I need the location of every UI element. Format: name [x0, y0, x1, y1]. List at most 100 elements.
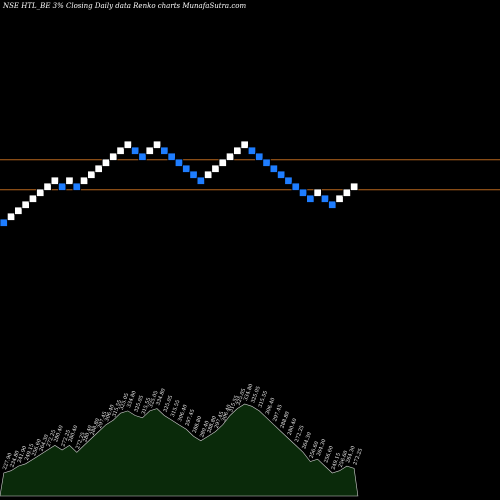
price-label: 297.45 — [97, 411, 109, 429]
renko-brick-up — [36, 188, 45, 197]
renko-brick-down — [284, 176, 293, 185]
renko-brick-up — [14, 206, 23, 215]
price-label: 325.05 — [250, 385, 262, 403]
price-label: 280.40 — [82, 425, 94, 443]
volume-area-path — [0, 403, 359, 497]
price-label: 288.80 — [90, 418, 102, 436]
renko-brick-up — [28, 194, 38, 203]
renko-brick-up — [123, 140, 132, 149]
price-label: 264.30 — [316, 438, 328, 456]
renko-brick-down — [262, 158, 271, 167]
renko-brick-up — [335, 194, 344, 203]
renko-brick-up — [152, 140, 162, 149]
renko-brick-up — [21, 200, 30, 209]
price-label: 288.80 — [279, 411, 291, 429]
price-label: 249.15 — [24, 443, 36, 461]
price-label: 272.25 — [46, 429, 58, 447]
price-label: 272.25 — [60, 429, 72, 447]
price-label: 280.40 — [199, 420, 211, 438]
price-label: 264.30 — [38, 434, 50, 452]
price-label: 264.30 — [345, 445, 357, 463]
renko-brick-up — [50, 176, 59, 185]
renko-brick-down — [291, 182, 300, 191]
price-label: 280.40 — [53, 425, 65, 443]
volume-area — [0, 403, 359, 497]
price-label: 325.05 — [236, 388, 248, 406]
reference-lines — [0, 159, 500, 191]
renko-brick-up — [225, 152, 235, 161]
price-label: 306.40 — [221, 404, 233, 422]
renko-brick-up — [240, 140, 249, 149]
price-label: 297.45 — [184, 408, 196, 426]
price-label: 315.55 — [170, 399, 182, 417]
renko-bricks — [0, 140, 359, 227]
renko-brick-up — [218, 158, 227, 167]
price-label: 325.05 — [119, 392, 131, 410]
renko-brick-down — [269, 164, 279, 173]
price-label: 306.40 — [177, 404, 189, 422]
price-label: 256.60 — [338, 450, 350, 468]
renko-brick-up — [87, 170, 96, 179]
renko-brick-down — [306, 194, 315, 203]
price-label: 272.25 — [352, 448, 364, 466]
renko-brick-down — [328, 200, 337, 209]
price-label: 227.90 — [2, 452, 14, 470]
renko-brick-up — [116, 146, 125, 155]
price-label: 306.40 — [104, 404, 116, 422]
renko-brick-up — [65, 176, 74, 185]
renko-brick-up — [6, 212, 16, 221]
renko-brick-down — [276, 170, 286, 179]
renko-brick-down — [160, 146, 169, 155]
price-label: 334.80 — [243, 383, 255, 401]
price-label: 272.25 — [75, 431, 87, 449]
renko-brick-down — [58, 182, 67, 191]
price-label: 264.30 — [301, 431, 313, 449]
renko-brick-up — [79, 176, 89, 185]
renko-brick-down — [298, 188, 308, 197]
renko-brick-up — [313, 188, 322, 197]
price-label: 256.60 — [31, 438, 43, 456]
price-label: 256.60 — [323, 445, 335, 463]
price-label: 325.05 — [163, 395, 175, 413]
price-label: 241.90 — [17, 445, 29, 463]
price-labels: 227.90234.80241.90249.15256.60264.30272.… — [2, 383, 364, 470]
price-label: 306.40 — [265, 397, 277, 415]
renko-brick-up — [233, 146, 242, 155]
price-label: 334.80 — [155, 388, 167, 406]
price-label: 315.55 — [141, 397, 153, 415]
price-label: 280.40 — [68, 425, 80, 443]
renko-brick-down — [0, 218, 8, 227]
renko-brick-up — [94, 164, 103, 173]
renko-brick-down — [189, 170, 198, 179]
renko-brick-down — [255, 152, 264, 161]
renko-brick-down — [182, 164, 191, 173]
price-label: 288.80 — [192, 415, 204, 433]
renko-brick-up — [211, 164, 220, 173]
renko-brick-down — [247, 146, 257, 155]
price-label: 256.60 — [309, 441, 321, 459]
price-label: 315.55 — [228, 395, 240, 413]
price-label: 272.25 — [294, 425, 306, 443]
renko-brick-up — [342, 188, 352, 197]
renko-brick-down — [138, 152, 147, 161]
price-label: 249.15 — [330, 452, 342, 470]
price-label: 315.55 — [111, 399, 123, 417]
renko-brick-down — [72, 182, 81, 191]
price-label: 325.05 — [148, 390, 160, 408]
chart-title: NSE HTL_BE 3% Closing Daily data Renko c… — [3, 2, 247, 10]
renko-brick-down — [174, 158, 184, 167]
price-label: 297.45 — [272, 404, 284, 422]
price-label: 280.40 — [287, 418, 299, 436]
renko-brick-up — [101, 158, 111, 167]
price-label: 288.80 — [206, 415, 218, 433]
price-label: 315.55 — [257, 390, 269, 408]
renko-brick-down — [167, 152, 176, 161]
renko-brick-up — [109, 152, 118, 161]
price-label: 234.80 — [9, 450, 21, 468]
price-label: 297.45 — [214, 411, 226, 429]
renko-brick-down — [320, 194, 330, 203]
renko-brick-up — [145, 146, 154, 155]
renko-brick-up — [43, 182, 52, 191]
